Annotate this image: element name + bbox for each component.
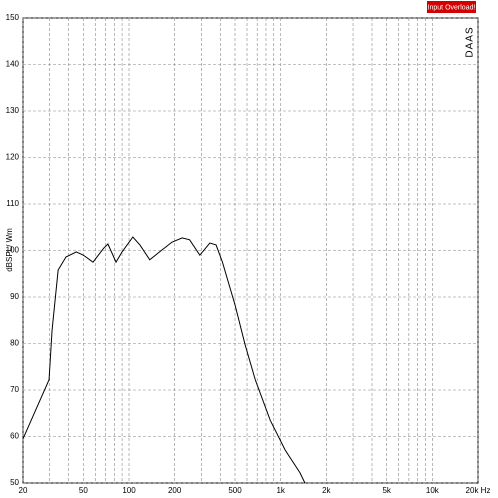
y-tick-label: 120: [6, 153, 20, 162]
x-tick-label: 200: [168, 486, 182, 495]
y-tick-label: 90: [10, 292, 19, 301]
y-axis-label: dBSPL/ Wm: [5, 228, 14, 272]
x-tick-label: 500: [228, 486, 242, 495]
overload-badge: [427, 1, 476, 13]
x-tick-label: 2k: [322, 486, 331, 495]
x-tick-label: 10k: [426, 486, 440, 495]
x-tick-label: 1k: [276, 486, 285, 495]
y-tick-label: 80: [10, 339, 19, 348]
x-tick-label: 50: [79, 486, 88, 495]
x-tick-label: 5k: [382, 486, 391, 495]
overload-text: Input Overload!: [428, 4, 476, 11]
y-tick-label: 70: [10, 385, 19, 394]
y-tick-label: 60: [10, 432, 19, 441]
x-tick-label: 20: [19, 486, 28, 495]
y-tick-label: 110: [6, 199, 19, 208]
response-curve: [22, 236, 306, 484]
y-tick-label: 50: [10, 478, 19, 487]
y-tick-label: 100: [6, 246, 20, 255]
y-tick-label: 140: [6, 60, 20, 69]
y-tick-label: 130: [6, 106, 20, 115]
watermark: DAAS: [465, 26, 476, 57]
y-tick-label: 150: [6, 13, 20, 22]
x-tick-label: 20k Hz: [466, 486, 491, 495]
x-tick-label: 100: [122, 486, 136, 495]
